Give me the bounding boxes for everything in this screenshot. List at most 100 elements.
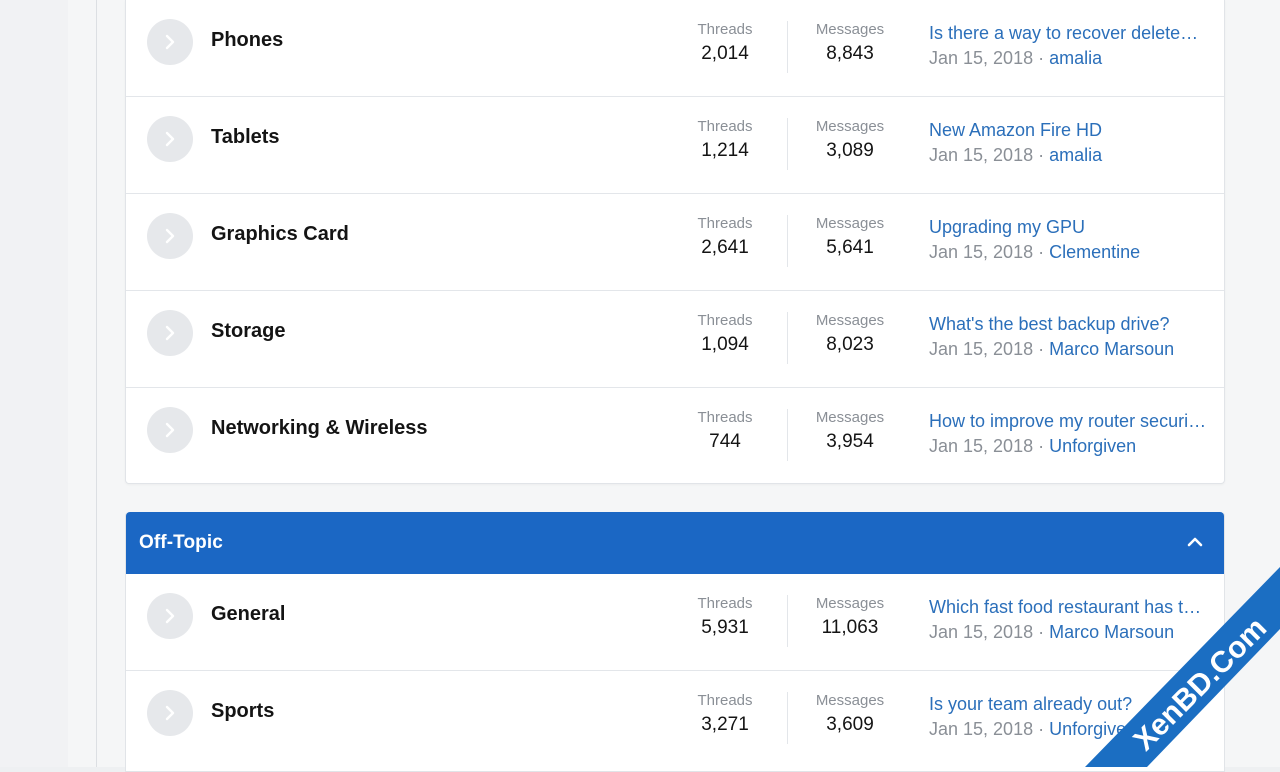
- last-post-title[interactable]: Is there a way to recover deleted photos…: [929, 23, 1207, 43]
- last-post-user[interactable]: amalia: [1049, 145, 1103, 165]
- forum-list-hardware: Phones Threads 2,014 Messages 8,843 Is t…: [125, 0, 1225, 484]
- forum-title[interactable]: Tablets: [211, 126, 280, 148]
- threads-count: 3,271: [701, 714, 749, 735]
- chevron-right-icon[interactable]: [147, 310, 193, 356]
- threads-count: 2,014: [701, 43, 749, 64]
- meta-separator: ·: [1038, 436, 1045, 456]
- threads-stat: Threads 744: [666, 408, 784, 455]
- forum-node-networking: Networking & Wireless Threads 744 Messag…: [126, 388, 1224, 485]
- chevron-right-icon[interactable]: [147, 116, 193, 162]
- chevron-right-icon[interactable]: [147, 593, 193, 639]
- last-post-meta: Jan 15, 2018 · Unforgiven: [929, 434, 1207, 458]
- content-divider: [96, 0, 97, 767]
- meta-separator: ·: [1038, 622, 1045, 642]
- stat-divider: [787, 312, 788, 364]
- threads-stat: Threads 1,214: [666, 117, 784, 164]
- forum-node-phones: Phones Threads 2,014 Messages 8,843 Is t…: [126, 0, 1224, 97]
- last-post: New Amazon Fire HD Jan 15, 2018 · amalia: [929, 118, 1207, 167]
- stat-divider: [787, 21, 788, 73]
- messages-label: Messages: [815, 215, 885, 232]
- threads-stat: Threads 3,271: [666, 691, 784, 738]
- last-post-title[interactable]: Upgrading my GPU: [929, 217, 1086, 237]
- threads-label: Threads: [697, 595, 753, 612]
- messages-stat: Messages 8,023: [790, 311, 910, 358]
- last-post: What's the best backup drive? Jan 15, 20…: [929, 312, 1207, 361]
- last-post-title[interactable]: How to improve my router security?: [929, 411, 1207, 431]
- threads-label: Threads: [697, 409, 753, 426]
- last-post-title[interactable]: New Amazon Fire HD: [929, 120, 1103, 140]
- threads-stat: Threads 2,014: [666, 20, 784, 67]
- forum-title[interactable]: Storage: [211, 320, 286, 342]
- messages-label: Messages: [815, 21, 885, 38]
- messages-stat: Messages 11,063: [790, 594, 910, 641]
- messages-count: 5,641: [826, 237, 874, 258]
- messages-stat: Messages 5,641: [790, 214, 910, 261]
- messages-label: Messages: [815, 118, 885, 135]
- last-post-meta: Jan 15, 2018 · amalia: [929, 143, 1207, 167]
- threads-stat: Threads 2,641: [666, 214, 784, 261]
- last-post-user[interactable]: Marco Marsoun: [1049, 339, 1175, 359]
- last-post-date: Jan 15, 2018: [929, 436, 1034, 456]
- messages-count: 11,063: [821, 617, 879, 638]
- forum-title[interactable]: Networking & Wireless: [211, 417, 428, 439]
- forum-node-sports: Sports Threads 3,271 Messages 3,609 Is y…: [126, 671, 1224, 768]
- chevron-up-icon[interactable]: [1184, 531, 1206, 553]
- threads-label: Threads: [697, 118, 753, 135]
- messages-count: 8,843: [826, 43, 874, 64]
- last-post-user[interactable]: Unforgiven: [1049, 719, 1137, 739]
- last-post-meta: Jan 15, 2018 · Unforgiven: [929, 717, 1207, 741]
- chevron-right-icon[interactable]: [147, 690, 193, 736]
- messages-stat: Messages 3,954: [790, 408, 910, 455]
- stat-divider: [787, 409, 788, 461]
- forum-node-storage: Storage Threads 1,094 Messages 8,023 Wha…: [126, 291, 1224, 388]
- threads-label: Threads: [697, 692, 753, 709]
- meta-separator: ·: [1038, 145, 1045, 165]
- category-title[interactable]: Off-Topic: [139, 532, 223, 553]
- forum-title[interactable]: Graphics Card: [211, 223, 349, 245]
- watermark-ribbon: XenBD.Com: [1085, 567, 1280, 767]
- stat-divider: [787, 595, 788, 647]
- last-post-meta: Jan 15, 2018 · amalia: [929, 46, 1207, 70]
- threads-label: Threads: [697, 215, 753, 232]
- threads-count: 1,094: [701, 334, 749, 355]
- left-sidebar: [0, 0, 69, 767]
- last-post-meta: Jan 15, 2018 · Marco Marsoun: [929, 620, 1207, 644]
- threads-stat: Threads 5,931: [666, 594, 784, 641]
- forum-node-general: General Threads 5,931 Messages 11,063 Wh…: [126, 574, 1224, 671]
- last-post-title[interactable]: What's the best backup drive?: [929, 314, 1170, 334]
- last-post-date: Jan 15, 2018: [929, 48, 1034, 68]
- last-post: Which fast food restaurant has the best …: [929, 595, 1207, 644]
- category-header: Off-Topic: [126, 512, 1224, 574]
- messages-count: 3,609: [826, 714, 874, 735]
- messages-stat: Messages 3,609: [790, 691, 910, 738]
- messages-label: Messages: [815, 409, 885, 426]
- last-post-date: Jan 15, 2018: [929, 622, 1034, 642]
- last-post-user[interactable]: Unforgiven: [1049, 436, 1137, 456]
- forum-title[interactable]: General: [211, 603, 286, 625]
- last-post: Is there a way to recover deleted photos…: [929, 21, 1207, 70]
- last-post-meta: Jan 15, 2018 · Clementine: [929, 240, 1207, 264]
- messages-label: Messages: [815, 595, 885, 612]
- stat-divider: [787, 118, 788, 170]
- threads-count: 2,641: [701, 237, 749, 258]
- chevron-right-icon[interactable]: [147, 19, 193, 65]
- forum-node-tablets: Tablets Threads 1,214 Messages 3,089 New…: [126, 97, 1224, 194]
- forum-title[interactable]: Sports: [211, 700, 275, 722]
- messages-stat: Messages 3,089: [790, 117, 910, 164]
- last-post-user[interactable]: amalia: [1049, 48, 1103, 68]
- meta-separator: ·: [1038, 339, 1045, 359]
- last-post-user[interactable]: Clementine: [1049, 242, 1141, 262]
- messages-count: 3,954: [826, 431, 874, 452]
- chevron-right-icon[interactable]: [147, 213, 193, 259]
- last-post-user[interactable]: Marco Marsoun: [1049, 622, 1175, 642]
- threads-stat: Threads 1,094: [666, 311, 784, 358]
- last-post: Upgrading my GPU Jan 15, 2018 · Clementi…: [929, 215, 1207, 264]
- last-post-date: Jan 15, 2018: [929, 145, 1034, 165]
- chevron-right-icon[interactable]: [147, 407, 193, 453]
- threads-label: Threads: [697, 312, 753, 329]
- threads-count: 744: [709, 431, 741, 452]
- threads-count: 1,214: [701, 140, 749, 161]
- last-post-date: Jan 15, 2018: [929, 242, 1034, 262]
- forum-title[interactable]: Phones: [211, 29, 284, 51]
- watermark-text: XenBD.Com: [1127, 611, 1273, 757]
